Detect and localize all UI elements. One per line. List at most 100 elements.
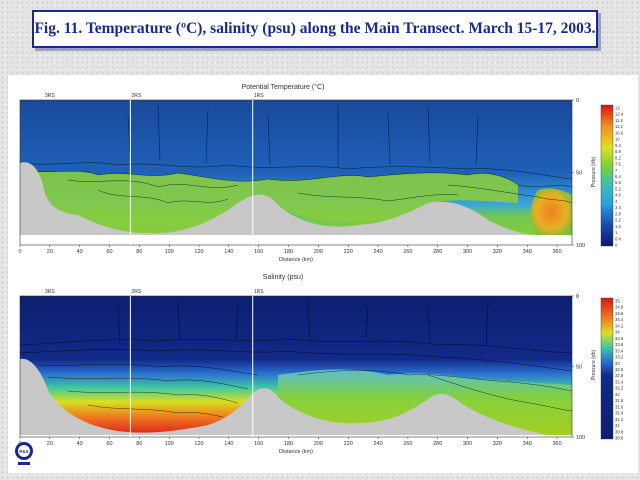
colorbar-label: 9.4: [615, 143, 621, 148]
x-tick-label: 360: [552, 441, 561, 447]
temperature-ylabel: Pressure (db): [591, 157, 597, 188]
slide-title-box: Fig. 11. Temperature (ºC), salinity (psu…: [32, 10, 598, 48]
station-label: 1RS: [254, 93, 264, 99]
y-tick-label: 100: [576, 435, 585, 441]
temperature-xlabel: Distance (km): [279, 257, 313, 263]
x-tick-label: 260: [403, 249, 412, 255]
colorbar-label: 34.6: [615, 311, 624, 316]
colorbar-label: 34: [615, 330, 620, 335]
y-tick-label: 50: [576, 365, 582, 371]
salinity-title: Salinity (psu): [263, 274, 303, 281]
x-tick-label: 260: [403, 441, 412, 447]
temperature-colorbar-labels: 1312.411.811.210.6109.48.88.27.676.45.85…: [615, 106, 624, 248]
colorbar-label: 4: [615, 199, 618, 204]
x-tick-label: 0: [18, 249, 21, 255]
colorbar-label: 13: [615, 106, 620, 111]
colorbar-label: 10: [615, 137, 620, 142]
x-tick-label: 160: [254, 441, 263, 447]
colorbar-label: 32.4: [615, 379, 624, 384]
colorbar-label: 34.4: [615, 317, 624, 322]
salinity-colorbar: [600, 297, 614, 440]
station-label: 3RS: [45, 93, 55, 99]
colorbar-label: 2.8: [615, 211, 621, 216]
x-tick-label: 240: [373, 441, 382, 447]
y-tick-label: 0: [576, 98, 579, 104]
colorbar-label: 31: [615, 423, 620, 428]
colorbar-label: 31.6: [615, 404, 624, 409]
figure-panel: Potential Temperature (°C) 3RS 2RS 1RS 0 20…: [8, 75, 638, 473]
station-label: 2RS: [132, 289, 142, 295]
temperature-contours: [19, 104, 573, 204]
x-tick-label: 40: [77, 249, 83, 255]
x-tick-label: 280: [433, 441, 442, 447]
x-tick-label: 200: [314, 441, 323, 447]
salinity-x-axis: 0204060801001201401601802002202402602803…: [18, 437, 562, 447]
slide-title: Fig. 11. Temperature (ºC), salinity (psu…: [34, 20, 596, 37]
x-tick-label: 180: [284, 441, 293, 447]
temperature-title: Potential Temperature (°C): [242, 83, 325, 91]
salinity-bathymetry: [20, 358, 548, 435]
colorbar-label: 31.8: [615, 398, 624, 403]
colorbar-label: 6.4: [615, 174, 621, 179]
x-tick-label: 120: [194, 249, 203, 255]
colorbar-label: 1.6: [615, 224, 621, 229]
x-tick-label: 140: [224, 441, 233, 447]
colorbar-label: 8.2: [615, 155, 621, 160]
x-tick-label: 160: [254, 249, 263, 255]
colorbar-label: 3.4: [615, 205, 621, 210]
station-label: 3RS: [45, 289, 55, 295]
x-tick-label: 80: [136, 441, 142, 447]
colorbar-label: 32.2: [615, 386, 624, 391]
colorbar-label: 4.6: [615, 193, 621, 198]
x-tick-label: 100: [165, 441, 174, 447]
colorbar-label: 10.6: [615, 130, 624, 135]
y-tick-label: 100: [576, 243, 585, 249]
x-tick-label: 180: [284, 249, 293, 255]
station-label: 1RS: [254, 289, 264, 295]
temperature-panel: Potential Temperature (°C) 3RS 2RS 1RS 0 20…: [18, 83, 623, 263]
salinity-y-axis: 0 50 100: [572, 294, 585, 441]
colorbar-label: 11.2: [615, 124, 624, 129]
temperature-bathymetry: [20, 162, 538, 235]
temperature-colorbar: [600, 104, 614, 247]
salinity-ylabel: Pressure (db): [591, 350, 597, 381]
colorbar-label: 5.8: [615, 180, 621, 185]
colorbar-label: 1: [615, 230, 618, 235]
colorbar-label: 35: [615, 299, 620, 304]
colorbar-label: 31.4: [615, 411, 624, 416]
salinity-bottom-mask: [20, 435, 572, 437]
colorbar-label: 0.4: [615, 236, 621, 241]
x-tick-label: 40: [77, 441, 83, 447]
y-tick-label: 0: [576, 294, 579, 300]
x-tick-label: 280: [433, 249, 442, 255]
x-tick-label: 100: [165, 249, 174, 255]
colorbar-label: 31.2: [615, 417, 624, 422]
salinity-colorbar-labels: 3534.834.634.434.23433.833.633.433.23332…: [615, 299, 624, 441]
figure-svg: Potential Temperature (°C) 3RS 2RS 1RS 0 20…: [15, 83, 624, 465]
colorbar-label: 33: [615, 361, 620, 366]
colorbar-label: 5.2: [615, 186, 621, 191]
colorbar-label: 8.8: [615, 149, 621, 154]
y-tick-label: 50: [576, 171, 582, 177]
x-tick-label: 340: [523, 249, 532, 255]
colorbar-label: 2.2: [615, 218, 621, 223]
colorbar-label: 32.6: [615, 373, 624, 378]
x-tick-label: 200: [314, 249, 323, 255]
x-tick-label: 20: [47, 441, 53, 447]
colorbar-label: 11.8: [615, 118, 624, 123]
colorbar-label: 32: [615, 392, 620, 397]
temperature-y-axis: 0 50 100: [572, 98, 585, 249]
x-tick-label: 220: [344, 249, 353, 255]
temperature-stations: 3RS 2RS 1RS: [45, 93, 264, 245]
x-tick-label: 120: [194, 441, 203, 447]
logo-text: P&S: [19, 449, 28, 454]
colorbar-label: 32.8: [615, 367, 624, 372]
x-tick-label: 240: [373, 249, 382, 255]
x-tick-label: 20: [47, 249, 53, 255]
colorbar-label: 33.4: [615, 348, 624, 353]
colorbar-label: 12.4: [615, 112, 624, 117]
colorbar-label: 34.8: [615, 305, 624, 310]
x-tick-label: 340: [523, 441, 532, 447]
colorbar-label: 34.2: [615, 323, 624, 328]
temperature-x-axis: 0 20 40 60 80 100 120 140 160 180 200 220 240 260 280 3…: [18, 245, 562, 255]
